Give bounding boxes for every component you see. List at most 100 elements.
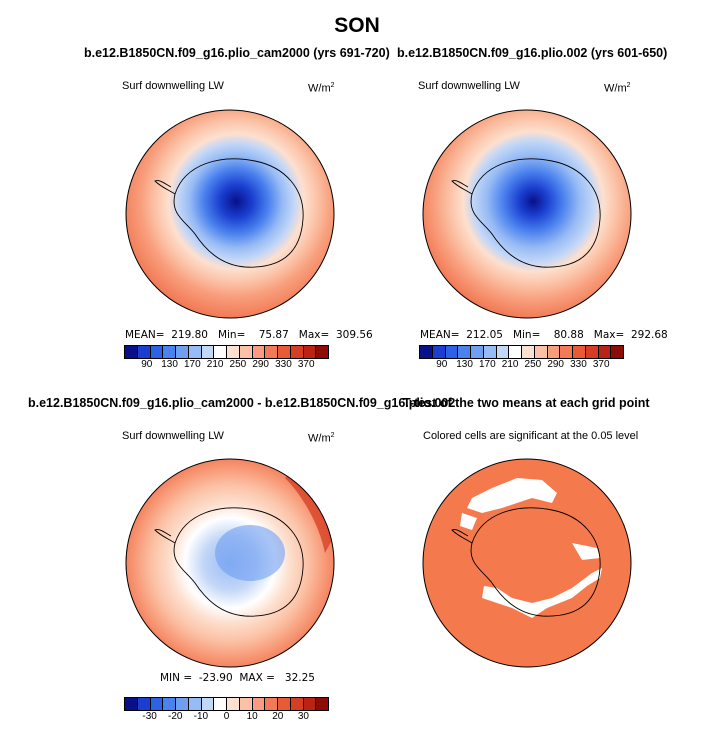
stats-top-left: MEAN= 219.80 Min= 75.87 Max= 309.56	[125, 329, 373, 341]
subtitle-top-left: Surf downwelling LW	[122, 80, 224, 92]
colorbar-tick-label: 170	[478, 359, 496, 370]
colorbar-tick-label: 130	[456, 359, 473, 370]
colorbar-swatch	[137, 346, 151, 358]
colorbar-swatch	[573, 346, 586, 358]
antarctica-coastline	[173, 158, 304, 268]
colorbar-swatch	[560, 346, 573, 358]
stats-bottom-left: MIN = -23.90 MAX = 32.25	[160, 672, 315, 684]
colorbar-tick-label: 290	[547, 359, 564, 370]
panel-title-top-right: b.e12.B1850CN.f09_g16.plio.002 (yrs 601-…	[397, 46, 668, 60]
colorbar-tick-label: 250	[229, 359, 247, 370]
colorbar-tick-label: 370	[592, 359, 610, 370]
colorbar-swatch	[163, 698, 176, 710]
colorbar-tick-label: 90	[436, 359, 448, 370]
map-border	[422, 458, 632, 668]
colorbar-tick-label: 90	[141, 359, 153, 370]
colorbar-swatch	[137, 698, 151, 710]
colorbar-swatch	[316, 698, 328, 710]
colorbar-swatch	[125, 346, 138, 358]
colorbar-swatch	[265, 698, 278, 710]
colorbar-swatch	[420, 346, 433, 358]
map-border	[125, 458, 335, 668]
colorbar-tick-label: 330	[570, 359, 587, 370]
colorbar-swatches	[124, 345, 329, 359]
colorbar-swatch	[458, 346, 471, 358]
peninsula-coastline	[451, 180, 473, 195]
units-text: W/m	[308, 82, 331, 95]
colorbar-swatch	[471, 346, 484, 358]
colorbar-ticks: -30 -20 -10 0 10 20 30	[124, 711, 329, 723]
colorbar-tick-label: 10	[246, 711, 258, 722]
panel-title-bottom-right: T-test of the two means at each grid poi…	[403, 396, 650, 410]
units-superscript: 2	[626, 82, 631, 89]
colorbar-ticks: 90 130 170 210 250 290 330 370	[124, 359, 329, 371]
colorbar-swatch	[227, 346, 240, 358]
map-bottom-left	[125, 458, 335, 668]
colorbar-tick-label: 330	[275, 359, 292, 370]
colorbar-swatch	[585, 346, 599, 358]
units-text: W/m	[604, 82, 627, 95]
colorbar-swatch	[150, 346, 164, 358]
colorbar-swatch	[432, 346, 446, 358]
figure-title: SON	[334, 14, 380, 37]
colorbar-tick-label: 130	[161, 359, 178, 370]
colorbar-tick-label: 250	[524, 359, 542, 370]
colorbar-swatch	[227, 698, 240, 710]
peninsula-coastline	[154, 529, 176, 544]
colorbar-swatch	[201, 346, 215, 358]
units-superscript: 2	[330, 432, 335, 439]
stats-top-right: MEAN= 212.05 Min= 80.88 Max= 292.68	[420, 329, 668, 341]
colorbar-swatch	[522, 346, 535, 358]
colorbar-swatch	[201, 698, 215, 710]
antarctica-coastline	[173, 507, 304, 617]
field-fill	[126, 110, 334, 318]
colorbar-swatch	[445, 346, 459, 358]
field-fill	[423, 110, 631, 318]
colorbar-tick-label: 20	[272, 711, 284, 722]
subtitle-bottom-left: Surf downwelling LW	[122, 430, 224, 442]
units-bottom-left: W/m2	[308, 432, 335, 445]
colorbar-swatch	[188, 346, 202, 358]
significant-cells	[423, 459, 631, 667]
colorbar-swatch	[303, 698, 317, 710]
colorbar-ticks: 90 130 170 210 250 290 330 370	[419, 359, 624, 371]
peninsula-coastline	[154, 180, 176, 195]
colorbar-swatch	[290, 698, 304, 710]
colorbar-swatch	[316, 346, 328, 358]
units-superscript: 2	[330, 82, 335, 89]
colorbar-swatch	[239, 346, 253, 358]
colorbar-tick-label: 170	[183, 359, 201, 370]
peninsula-coastline	[451, 529, 473, 544]
units-top-right: W/m2	[604, 82, 631, 95]
colorbar-tick-label: 30	[297, 711, 309, 722]
colorbar-swatch	[150, 698, 164, 710]
colorbar-swatch	[278, 346, 291, 358]
panel-title-top-left: b.e12.B1850CN.f09_g16.plio_cam2000 (yrs …	[84, 46, 390, 60]
colorbar-swatch	[163, 346, 176, 358]
colorbar-top-left: 90 130 170 210 250 290 330 370	[124, 345, 329, 371]
nonsignificant-region-north	[467, 478, 557, 513]
colorbar-swatches	[419, 345, 624, 359]
colorbar-swatch	[125, 698, 138, 710]
colorbar-swatch	[265, 346, 278, 358]
nonsignificant-region-south	[482, 568, 602, 618]
colorbar-tick-label: 210	[501, 359, 519, 370]
colorbar-swatch	[176, 698, 189, 710]
colorbar-swatch	[252, 698, 266, 710]
colorbar-swatch	[496, 346, 510, 358]
colorbar-swatch	[290, 346, 304, 358]
colorbar-tick-label: 210	[206, 359, 224, 370]
colorbar-swatch	[483, 346, 497, 358]
colorbar-tick-label: 290	[252, 359, 269, 370]
colorbar-swatch	[176, 346, 189, 358]
colorbar-tick-label: -30	[142, 711, 157, 722]
positive-anomaly-band	[285, 468, 333, 553]
panel-title-bottom-left: b.e12.B1850CN.f09_g16.plio_cam2000 - b.e…	[28, 396, 456, 410]
colorbar-swatch	[534, 346, 548, 358]
colorbar-swatch	[252, 346, 266, 358]
colorbar-swatch	[611, 346, 623, 358]
colorbar-swatch	[303, 346, 317, 358]
colorbar-tick-label: 0	[223, 711, 230, 722]
map-top-left	[125, 109, 335, 319]
colorbar-tick-label: -10	[193, 711, 209, 722]
